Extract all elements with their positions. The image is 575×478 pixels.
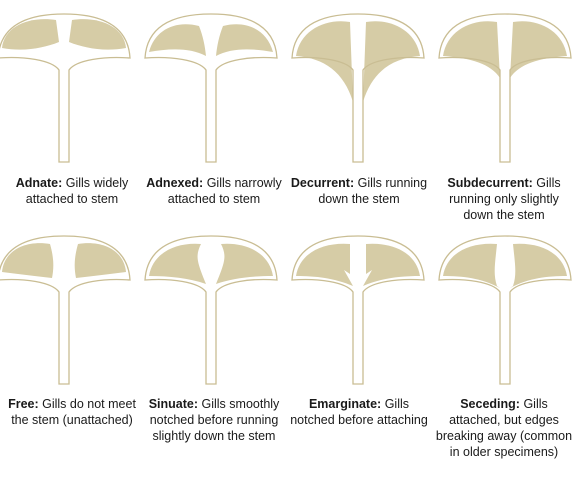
desc-emarginate: Gills notched before attaching <box>290 397 428 427</box>
diagram-subdecurrent <box>438 13 572 163</box>
desc-subdecurrent: Gills running only slightly down the ste… <box>449 176 561 222</box>
diagram-free <box>0 235 131 385</box>
diagram-adnexed <box>144 13 278 163</box>
term-sinuate: Sinuate: <box>148 397 199 411</box>
desc-seceding: Gills attached, but edges breaking away … <box>435 397 573 459</box>
desc-sinuate: Gills smoothly notched before running sl… <box>149 397 280 443</box>
diagram-emarginate <box>291 235 425 385</box>
desc-adnate: Gills widely attached to stem <box>25 176 129 206</box>
term-emarginate: Emarginate: <box>308 397 382 411</box>
caption-adnexed: Adnexed: Gills narrowly attached to stem <box>144 175 284 207</box>
caption-free: Free: Gills do not meet the stem (unatta… <box>2 396 142 428</box>
caption-adnate: Adnate: Gills widely attached to stem <box>2 175 142 207</box>
diagram-seceding <box>438 235 572 385</box>
term-adnexed: Adnexed: <box>146 176 204 190</box>
caption-decurrent: Decurrent: Gills running down the stem <box>289 175 429 207</box>
desc-free: Gills do not meet the stem (unattached) <box>11 397 136 427</box>
term-decurrent: Decurrent: <box>290 176 355 190</box>
caption-sinuate: Sinuate: Gills smoothly notched before r… <box>144 396 284 444</box>
desc-adnexed: Gills narrowly attached to stem <box>167 176 282 206</box>
desc-decurrent: Gills running down the stem <box>318 176 428 206</box>
caption-subdecurrent: Subdecurrent: Gills running only slightl… <box>434 175 574 223</box>
caption-seceding: Seceding: Gills attached, but edges brea… <box>434 396 574 460</box>
caption-emarginate: Emarginate: Gills notched before attachi… <box>289 396 429 428</box>
diagram-decurrent <box>291 13 425 163</box>
diagram-adnate <box>0 13 131 163</box>
term-adnate: Adnate: <box>15 176 63 190</box>
term-subdecurrent: Subdecurrent: <box>447 176 533 190</box>
diagram-sinuate <box>144 235 278 385</box>
term-seceding: Seceding: <box>460 397 520 411</box>
term-free: Free: <box>8 397 39 411</box>
